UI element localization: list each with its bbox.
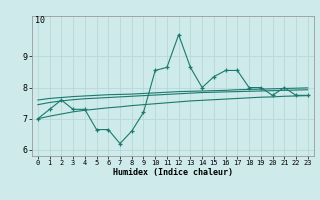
X-axis label: Humidex (Indice chaleur): Humidex (Indice chaleur)	[113, 168, 233, 177]
Text: 10: 10	[35, 16, 45, 25]
